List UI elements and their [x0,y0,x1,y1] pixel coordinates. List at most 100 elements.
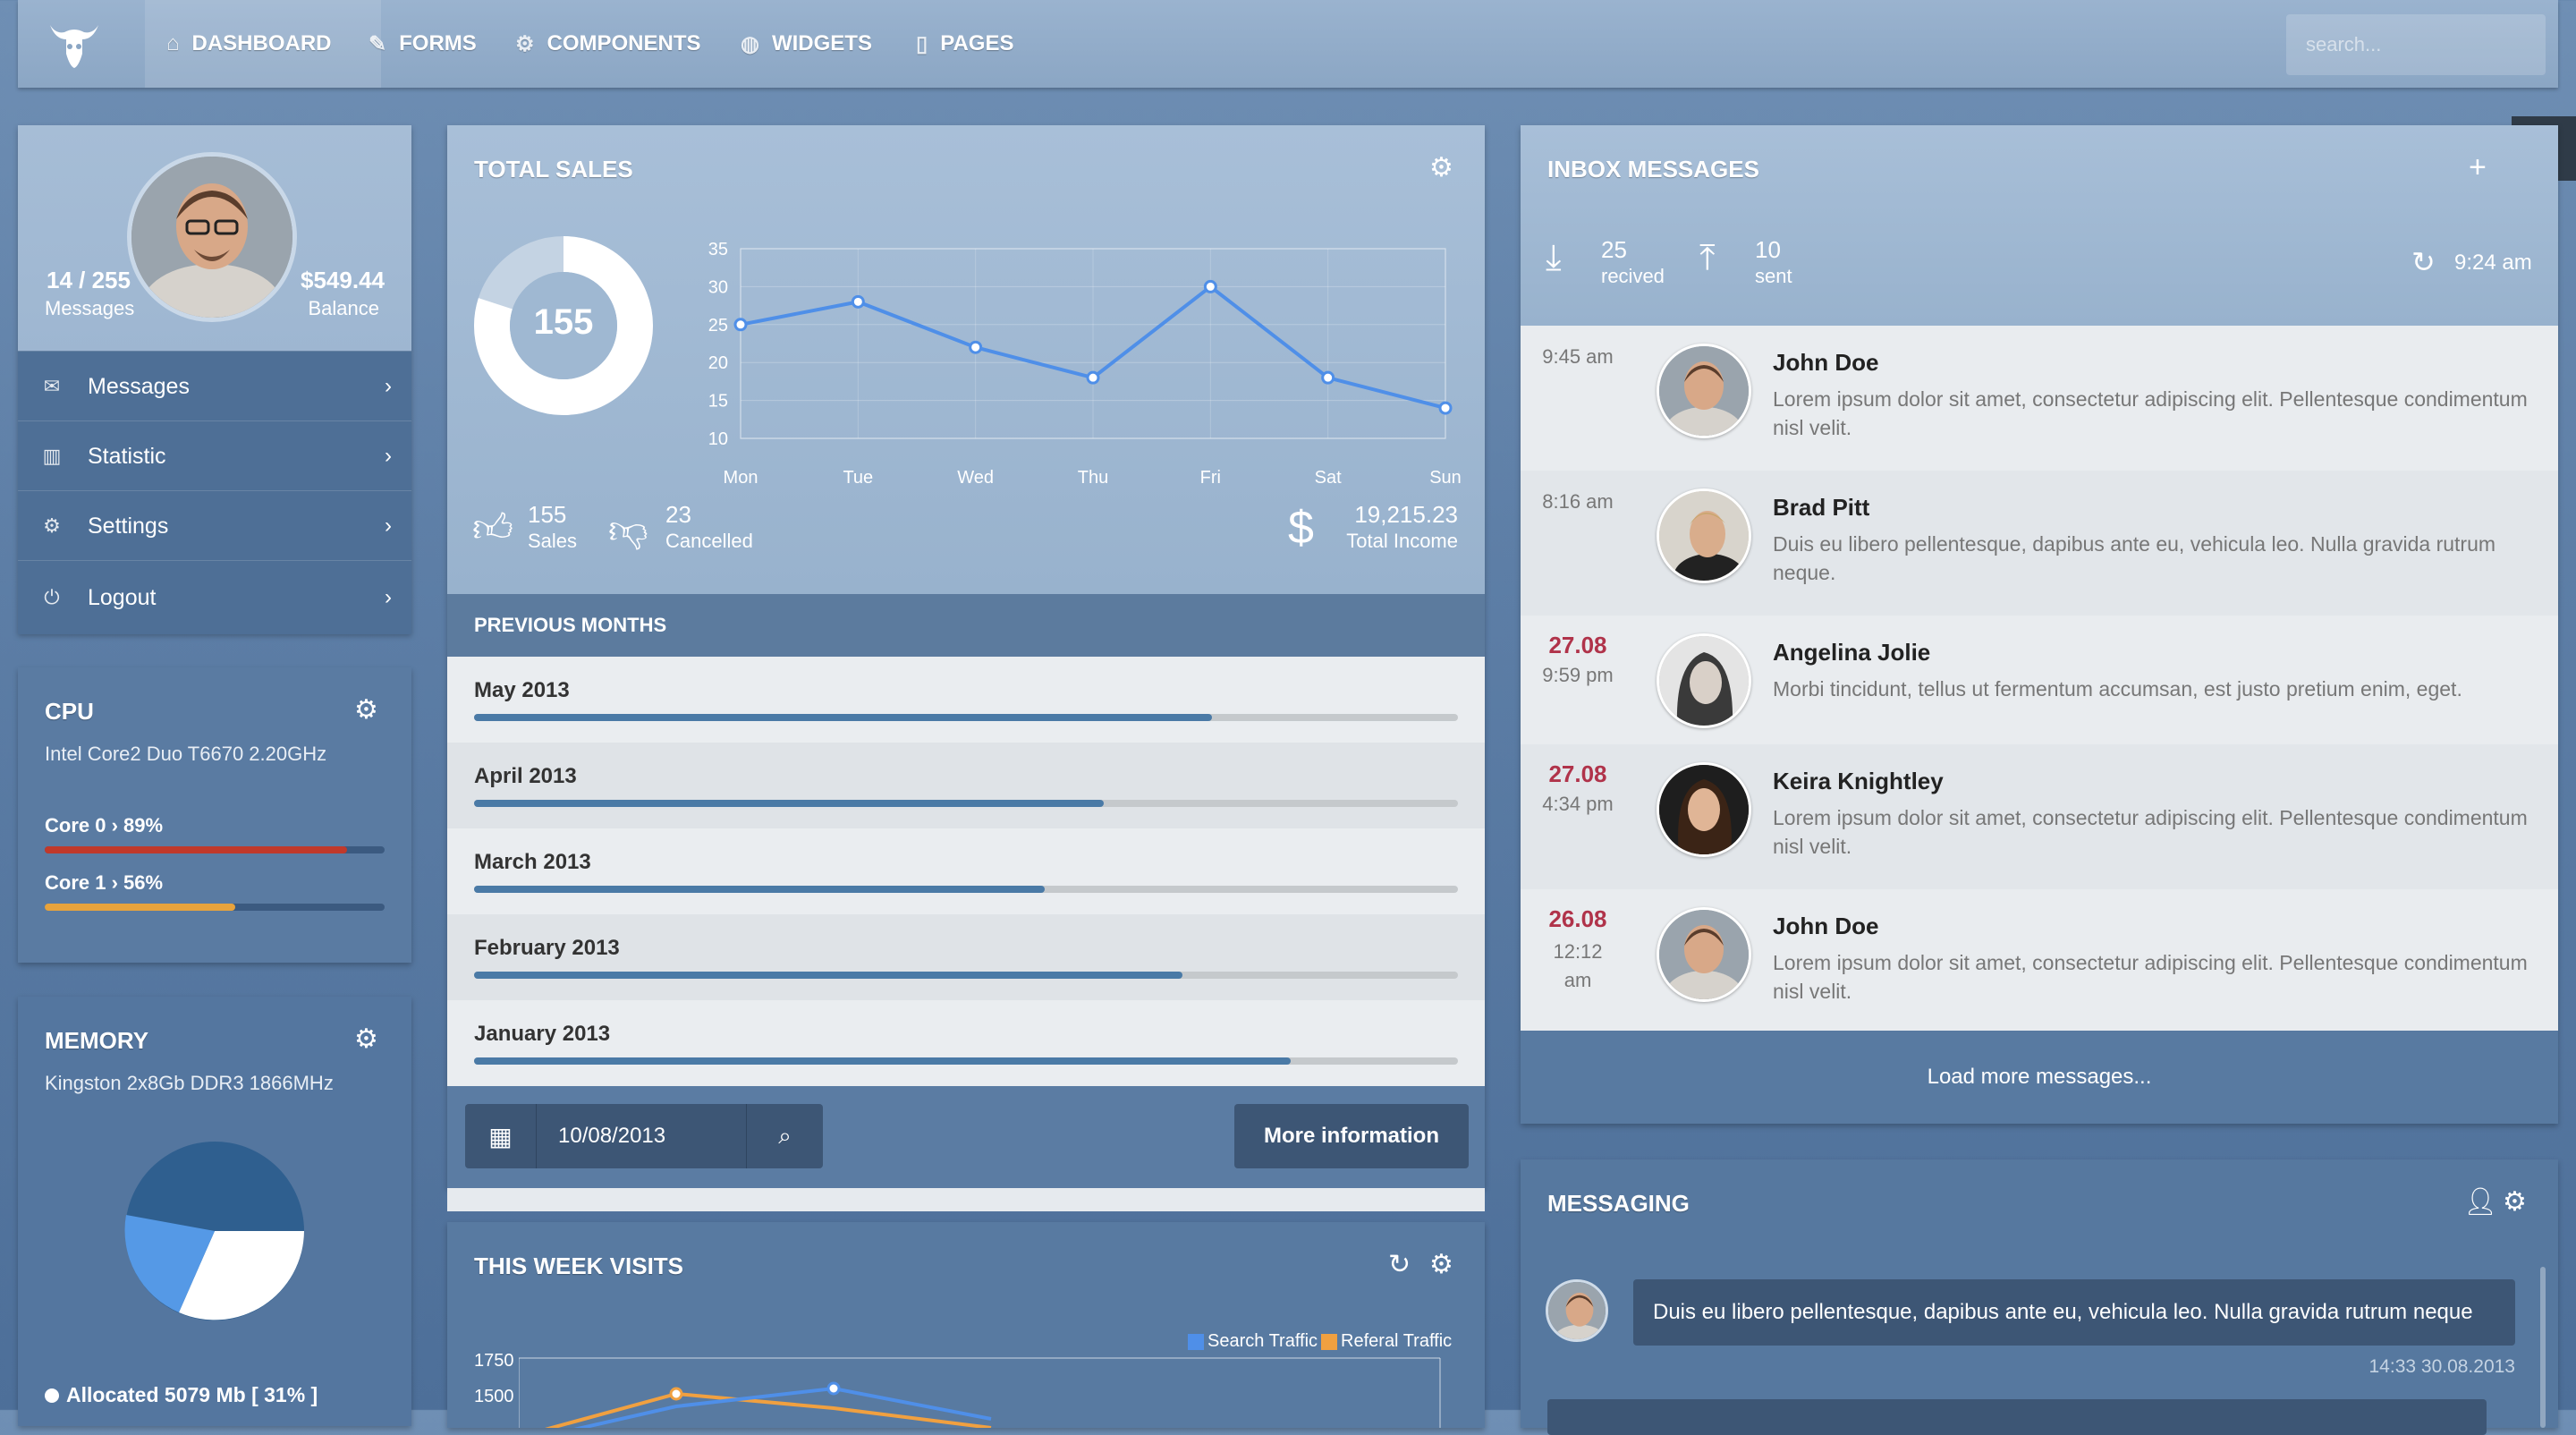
globe-icon: ◍ [741,31,759,56]
message-preview: Lorem ipsum dolor sit amet, consectetur … [1773,387,2528,439]
load-more-button[interactable]: Load more messages... [1521,1031,2558,1124]
memory-title: MEMORY [45,1027,149,1054]
refresh-icon[interactable]: ↻ [1388,1250,1411,1279]
month-row[interactable]: April 2013 [447,743,1485,828]
message-date: 27.08 [1548,760,1607,787]
y-tick-label: 20 [708,353,728,373]
month-row[interactable]: January 2013 [447,1000,1485,1086]
message-bubble [1547,1399,2487,1435]
month-progress-fill [474,714,1212,721]
data-point [669,1387,683,1401]
total-sales-panel: TOTAL SALES ⚙ 155 10 15 20 25 30 35 Mon Tue Wed T… [447,125,1485,1211]
search-icon[interactable]: ⌕ [746,1104,823,1168]
menu-settings[interactable]: ⚙ Settings › [18,490,411,561]
upload-icon: ⤒ [1699,238,1716,277]
scrollbar[interactable] [2540,1267,2546,1428]
message-sender: John Doe [1773,913,1879,939]
avatar [1657,488,1751,583]
avatar[interactable] [127,152,297,322]
y-tick-label: 25 [708,316,728,335]
message-item[interactable]: 8:16 am Brad Pitt Duis eu libero pellent… [1521,471,2558,616]
core-0-fill [45,846,348,853]
more-information-button[interactable]: More information [1234,1104,1469,1168]
x-tick-label: Wed [957,468,994,488]
top-navbar: ⌂ DASHBOARD ✎ FORMS ⚙ COMPONENTS ◍ WIDGE… [18,0,2558,88]
messaging-panel: MESSAGING 👤︎ ⚙ Duis eu libero pellentesq… [1521,1159,2558,1435]
sales-donut [474,236,653,415]
message-sender: Keira Knightley [1773,768,1944,794]
bull-logo[interactable] [43,13,106,75]
thumbs-up-icon: 👍︎ [472,506,513,550]
gears-icon[interactable]: ⚙ [2503,1187,2527,1217]
data-point [1086,370,1100,385]
memory-allocated: Allocated 5079 Mb [ 31% ] [45,1383,318,1407]
menu-messages[interactable]: ✉ Messages › [18,351,411,421]
messaging-title: MESSAGING [1547,1190,1690,1217]
month-row[interactable]: May 2013 [447,657,1485,743]
gears-icon[interactable]: ⚙ [1429,153,1453,183]
core-1-fill [45,904,235,911]
sales-label: Sales [528,530,578,552]
inbox-panel: INBOX MESSAGES + ⤓ 25 recived ⤒ 10 sent … [1521,125,2558,1124]
cancelled-label: Cancelled [665,530,753,552]
previous-months-header: PREVIOUS MONTHS [447,594,1485,657]
inbox-header: INBOX MESSAGES + ⤓ 25 recived ⤒ 10 sent … [1521,125,2558,326]
refresh-icon[interactable]: ↻ [2411,246,2436,278]
nav-pages[interactable]: ▯ PAGES [916,0,1013,88]
menu-logout[interactable]: ⏻ Logout › [18,560,411,634]
thumbs-down-icon: 👎︎ [608,508,648,552]
nav-widgets[interactable]: ◍ WIDGETS [741,0,872,88]
message-item[interactable]: 26.08 12:12 am John Doe Lorem ipsum dolo… [1521,889,2558,1031]
avatar [1546,1279,1608,1342]
message-preview: Morbi tincidunt, tellus ut fermentum acc… [1773,677,2462,701]
message-item[interactable]: 27.08 9:59 pm Angelina Jolie Morbi tinci… [1521,616,2558,744]
nav-dashboard[interactable]: ⌂ DASHBOARD [145,0,381,88]
memory-model: Kingston 2x8Gb DDR3 1866MHz [45,1072,334,1094]
x-tick-label: Sat [1315,468,1342,488]
pencil-icon: ✎ [369,31,387,56]
menu-statistic[interactable]: ▥ Statistic › [18,420,411,491]
message-item[interactable]: 27.08 4:34 pm Keira Knightley Lorem ipsu… [1521,744,2558,889]
core-1-bar [45,904,385,911]
message-sender: Brad Pitt [1773,494,1870,521]
received-label: recived [1601,265,1665,287]
memory-panel: MEMORY ⚙ Kingston 2x8Gb DDR3 1866MHz All… [18,997,411,1426]
message-date: 27.08 [1548,632,1607,658]
cpu-title: CPU [45,698,94,725]
nav-forms[interactable]: ✎ FORMS [369,0,477,88]
add-icon[interactable]: + [2469,150,2487,184]
calendar-icon[interactable]: ▦ [465,1104,537,1168]
sales-line-chart: 10 15 20 25 30 35 Mon Tue Wed Thu Fri Sat Sun [708,240,1462,488]
gears-icon[interactable]: ⚙ [1429,1250,1453,1279]
donut-value: 155 [533,302,594,342]
month-label: March 2013 [474,850,591,874]
power-icon: ⏻ [44,586,60,608]
cpu-panel: CPU ⚙ Intel Core2 Duo T6670 2.20GHz Core… [18,667,411,963]
message-preview: Lorem ipsum dolor sit amet, consectetur … [1773,951,2528,1003]
message-item[interactable]: 9:45 am John Doe Lorem ipsum dolor sit a… [1521,326,2558,471]
gears-icon[interactable]: ⚙ [354,695,378,725]
gears-icon[interactable]: ⚙ [354,1024,378,1054]
balance-value: $549.44 [301,267,385,293]
avatar [1657,633,1751,728]
nav-components[interactable]: ⚙ COMPONENTS [515,0,701,88]
month-row[interactable]: March 2013 [447,828,1485,914]
month-progress [474,714,1458,721]
data-point [851,294,865,309]
legend: Search Traffic Referal Traffic [1188,1331,1452,1352]
y-tick-label: 30 [708,277,728,297]
x-tick-label: Mon [724,468,758,488]
balance-label: Balance [308,297,379,319]
month-label: January 2013 [474,1022,611,1046]
month-label: May 2013 [474,678,570,702]
date-picker: ▦ ⌕ [465,1104,823,1168]
date-input[interactable] [537,1104,746,1168]
file-icon: ▯ [916,31,928,56]
sales-summary: TOTAL SALES ⚙ 155 10 15 20 25 30 35 Mon Tue Wed T… [447,125,1485,594]
search-input[interactable] [2286,14,2546,75]
sales-footer: ▦ ⌕ More information [447,1086,1485,1188]
user-icon[interactable]: 👤︎ [2463,1187,2498,1217]
menu-label: Settings [88,513,169,539]
month-row[interactable]: February 2013 [447,914,1485,1000]
core-0-bar [45,846,385,853]
